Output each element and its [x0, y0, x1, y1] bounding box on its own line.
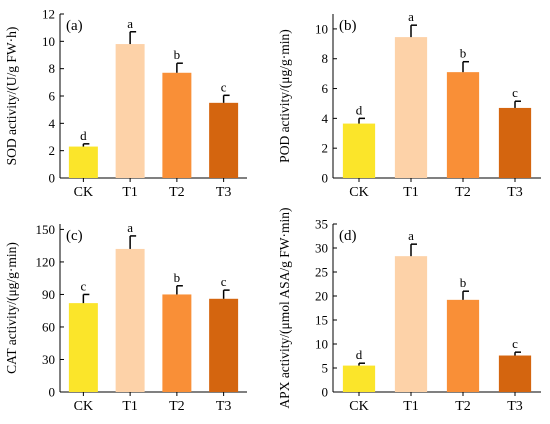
- x-tick-label: T3: [216, 399, 232, 414]
- y-tick-label: 0: [322, 171, 329, 186]
- y-tick-label: 4: [49, 116, 56, 131]
- chart-panel-1: 0 2 4 6 8 10 12 d CK a T1 b T2 c T3 (a) SOD activity/(U/…: [4, 7, 247, 200]
- x-tick-label: T3: [507, 185, 523, 200]
- y-axis-label: APX activity/(μmol ASA/g FW·min): [277, 207, 292, 408]
- y-tick-label: 2: [322, 141, 329, 156]
- y-tick-label: 10: [42, 34, 55, 49]
- significance-letter: a: [127, 16, 133, 31]
- significance-letter: b: [460, 46, 467, 61]
- y-tick-label: 2: [49, 143, 56, 158]
- x-tick-label: CK: [349, 399, 368, 414]
- bar-t3: [209, 102, 239, 178]
- significance-letter: d: [80, 128, 87, 143]
- bar-t1: [115, 44, 145, 178]
- y-tick-label: 5: [322, 361, 329, 376]
- bar-t2: [162, 294, 192, 392]
- chart-panel-2: 0 2 4 6 8 10 d CK a T1 b T2 c T3 (b) POD activity/(μg/g…: [277, 9, 541, 200]
- y-tick-label: 6: [49, 89, 56, 104]
- y-tick-label: 120: [36, 254, 56, 269]
- significance-letter: c: [221, 274, 227, 289]
- significance-letter: b: [460, 275, 467, 290]
- bar-t2: [446, 299, 480, 392]
- bar-t1: [394, 256, 428, 392]
- y-tick-label: 35: [315, 217, 328, 232]
- significance-letter: c: [512, 85, 518, 100]
- bar-t2: [446, 72, 480, 178]
- x-tick-label: T2: [455, 185, 471, 200]
- y-tick-label: 10: [315, 337, 328, 352]
- significance-letter: c: [512, 336, 518, 351]
- significance-letter: a: [127, 220, 133, 235]
- chart-panel-3: 0 30 60 90 120 150 c CK a T1 b T2 c T3 (c) CAT activity…: [4, 220, 247, 414]
- y-tick-label: 60: [42, 319, 55, 334]
- bar-ck: [342, 365, 376, 392]
- y-tick-label: 4: [322, 111, 329, 126]
- x-tick-label: CK: [74, 185, 93, 200]
- significance-letter: a: [408, 228, 414, 243]
- bar-t2: [162, 72, 192, 178]
- y-tick-label: 30: [42, 352, 55, 367]
- x-tick-label: CK: [349, 185, 368, 200]
- x-tick-label: T2: [169, 185, 185, 200]
- y-tick-label: 10: [315, 21, 328, 36]
- significance-letter: a: [408, 9, 414, 24]
- x-tick-label: T1: [403, 399, 419, 414]
- x-tick-label: CK: [74, 399, 93, 414]
- x-tick-label: T2: [455, 399, 471, 414]
- bar-ck: [68, 146, 98, 178]
- chart-panel-4: 0 5 10 15 20 25 30 35 d CK a T1 b T2 c T3 (d) APX activit…: [277, 207, 541, 414]
- bar-ck: [342, 123, 376, 178]
- y-tick-label: 8: [322, 51, 329, 66]
- x-tick-label: T1: [403, 185, 419, 200]
- significance-letter: d: [356, 347, 363, 362]
- x-tick-label: T2: [169, 399, 185, 414]
- panel-label: (c): [66, 228, 83, 244]
- bar-t3: [498, 355, 532, 392]
- y-tick-label: 0: [49, 171, 56, 186]
- y-tick-label: 6: [322, 81, 329, 96]
- x-tick-label: T3: [216, 185, 232, 200]
- y-axis-label: SOD activity/(U/g FW·h): [4, 27, 19, 166]
- y-tick-label: 25: [315, 265, 328, 280]
- significance-letter: c: [221, 79, 227, 94]
- panel-label: (d): [339, 228, 357, 244]
- y-axis-label: CAT activity/(μg/g·min): [4, 242, 19, 374]
- x-tick-label: T1: [122, 399, 138, 414]
- bar-t3: [209, 298, 239, 392]
- y-tick-label: 15: [315, 313, 328, 328]
- y-axis-label: POD activity/(μg/g·min): [277, 29, 292, 163]
- y-tick-label: 0: [49, 385, 56, 400]
- y-tick-label: 0: [322, 385, 329, 400]
- y-tick-label: 12: [42, 7, 55, 22]
- x-tick-label: T1: [122, 185, 138, 200]
- panel-label: (b): [339, 18, 357, 34]
- significance-letter: d: [356, 102, 363, 117]
- bar-t3: [498, 107, 532, 178]
- significance-letter: b: [174, 270, 181, 285]
- panel-label: (a): [66, 18, 83, 34]
- x-tick-label: T3: [507, 399, 523, 414]
- y-tick-label: 8: [49, 61, 56, 76]
- y-tick-label: 150: [36, 222, 56, 237]
- y-tick-label: 90: [42, 287, 55, 302]
- significance-letter: c: [80, 278, 86, 293]
- significance-letter: b: [174, 47, 181, 62]
- bar-ck: [68, 303, 98, 392]
- y-tick-label: 20: [315, 289, 328, 304]
- y-tick-label: 30: [315, 241, 328, 256]
- bar-t1: [115, 248, 145, 392]
- bar-t1: [394, 37, 428, 178]
